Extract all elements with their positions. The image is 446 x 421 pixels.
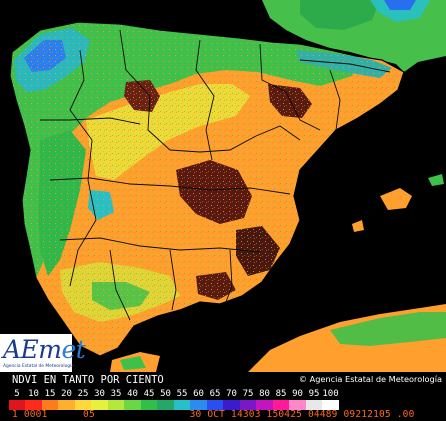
mallorca-island bbox=[380, 188, 412, 210]
legend-tick: 5 bbox=[14, 389, 20, 399]
legend-tick: 70 bbox=[226, 389, 237, 399]
product-info-strip bbox=[0, 410, 446, 421]
morocco-green bbox=[120, 356, 146, 370]
ndvi-map: AEmet Agencia Estatal de Meteorología bbox=[0, 0, 446, 372]
legend-tick: 90 bbox=[292, 389, 303, 399]
legend-tick: 30 bbox=[94, 389, 105, 399]
aemet-logo-subtitle: Agencia Estatal de Meteorología bbox=[3, 364, 74, 369]
legend-swatch bbox=[206, 400, 224, 410]
legend-swatch bbox=[25, 400, 42, 410]
north-africa-green bbox=[330, 312, 446, 346]
legend-swatch bbox=[190, 400, 207, 410]
legend-swatch bbox=[322, 400, 339, 410]
legend-tick: 85 bbox=[275, 389, 287, 399]
ibiza-island bbox=[352, 220, 364, 232]
copyright-notice: © Agencia Estatal de Meteorología bbox=[298, 374, 442, 384]
iberia-texture bbox=[10, 22, 404, 356]
legend-tick: 40 bbox=[127, 389, 138, 399]
legend-swatch bbox=[140, 400, 158, 410]
product-info-line: 1 0001 05 30 OCT 14303 150425 04489 0921… bbox=[12, 409, 415, 420]
legend-swatch bbox=[272, 400, 290, 410]
legend-tick-labels: 5 10 15 20 25 30 35 40 45 50 55 60 65 70 75 80 85 90 95 100 bbox=[0, 389, 446, 400]
legend-swatch bbox=[256, 400, 273, 410]
legend-swatch bbox=[41, 400, 59, 410]
legend-swatch bbox=[58, 400, 75, 410]
legend-tick: 15 bbox=[44, 389, 56, 399]
france-cyan-patch bbox=[370, 0, 430, 22]
legend-swatch bbox=[91, 400, 108, 410]
legend-swatch bbox=[305, 400, 323, 410]
legend-tick: 35 bbox=[110, 389, 122, 399]
legend-title: NDVI EN TANTO POR CIENTO bbox=[12, 374, 164, 386]
legend-tick: 95 bbox=[308, 389, 320, 399]
legend-swatch bbox=[74, 400, 92, 410]
legend-tick: 10 bbox=[28, 389, 39, 399]
legend-tick: 55 bbox=[176, 389, 188, 399]
aemet-logo-wordmark: AEmet bbox=[3, 335, 86, 364]
legend-tick: 75 bbox=[242, 389, 254, 399]
legend-tick: 25 bbox=[77, 389, 89, 399]
legend-swatch bbox=[157, 400, 174, 410]
legend-tick: 60 bbox=[193, 389, 204, 399]
legend-swatch bbox=[107, 400, 125, 410]
legend-tick: 20 bbox=[61, 389, 72, 399]
legend-tick: 80 bbox=[259, 389, 270, 399]
legend-swatch bbox=[223, 400, 240, 410]
iberia-coastline bbox=[9, 21, 405, 357]
menorca-island bbox=[428, 174, 444, 186]
legend-tick: 100 bbox=[322, 389, 339, 399]
legend-swatch bbox=[8, 400, 26, 410]
legend-tick: 50 bbox=[160, 389, 171, 399]
legend-swatch bbox=[124, 400, 141, 410]
legend-swatch bbox=[239, 400, 257, 410]
legend-swatch bbox=[173, 400, 191, 410]
legend-tick: 65 bbox=[209, 389, 221, 399]
legend-swatch bbox=[289, 400, 306, 410]
aemet-logo: AEmet Agencia Estatal de Meteorología bbox=[0, 334, 86, 372]
france-green-patch bbox=[300, 0, 380, 30]
france-blue-patch bbox=[384, 0, 416, 10]
legend-tick: 45 bbox=[143, 389, 155, 399]
province-borders bbox=[40, 29, 391, 321]
map-canvas bbox=[9, 0, 446, 372]
legend-color-bar bbox=[0, 400, 446, 421]
